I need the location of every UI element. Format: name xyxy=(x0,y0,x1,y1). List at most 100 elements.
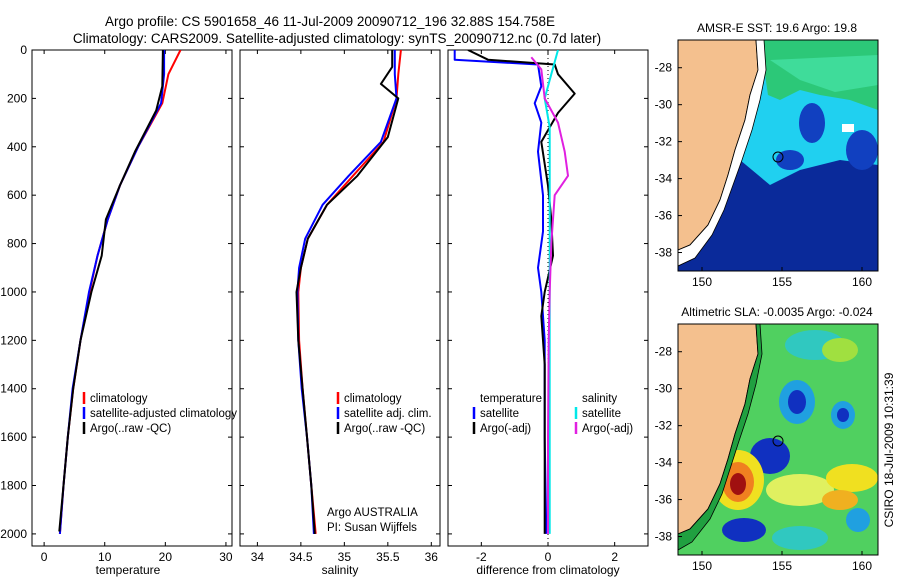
argo-position-marker xyxy=(772,151,784,163)
y-tick-label: 800 xyxy=(7,237,27,251)
salinity-x-axis: 34 34.5 35 35.5 36 xyxy=(240,49,440,564)
sla-high-3 xyxy=(766,474,834,506)
legend-label-temp-argo: Argo(-adj) xyxy=(480,423,531,435)
difference-legend: temperature satellite Argo(-adj) salinit… xyxy=(472,393,633,435)
map-x-tick-label: 160 xyxy=(852,559,872,573)
x-tick-label: 30 xyxy=(219,550,233,564)
x-tick-label: 34.5 xyxy=(289,550,313,564)
sla-map-frame xyxy=(677,323,879,556)
map-y-tick-label: -34 xyxy=(655,456,673,470)
sst-missing-data xyxy=(842,124,854,132)
sla-map-axes: 150 155 160 -28 -30 -32 -34 -36 -38 xyxy=(655,345,873,573)
series-line-salinity-satellite xyxy=(543,50,559,534)
map-x-tick-label: 150 xyxy=(692,559,712,573)
legend-label-climatology: climatology xyxy=(344,393,402,405)
temperature-xlabel: temperature xyxy=(96,563,161,577)
sla-map-title: Altimetric SLA: -0.0035 Argo: -0.024 xyxy=(681,305,873,319)
csiro-timestamp: CSIRO 18-Jul-2009 10:31:39 xyxy=(882,372,896,527)
map-y-tick-label: -38 xyxy=(655,530,673,544)
legend-label-climatology: climatology xyxy=(90,393,148,405)
sla-high-4 xyxy=(826,464,878,492)
salinity-legend: climatology satellite adj. clim. Argo(..… xyxy=(336,392,432,435)
series-line-temperature-argo-adj- xyxy=(467,50,576,534)
sla-shelf-mask xyxy=(678,324,763,551)
map-y-tick-label: -36 xyxy=(655,209,673,223)
salinity-xlabel: salinity xyxy=(322,563,359,577)
x-tick-label: 0 xyxy=(41,550,48,564)
y-tick-label: 0 xyxy=(20,43,27,57)
series-line-salinity-argo-adj- xyxy=(530,56,569,534)
map-y-tick-label: -32 xyxy=(655,419,673,433)
map-y-tick-label: -36 xyxy=(655,493,673,507)
legend-label-argo: Argo(..raw -QC) xyxy=(344,423,425,435)
y-tick-label: 1000 xyxy=(0,285,27,299)
legend-label-satellite: satellite adj. clim. xyxy=(344,408,432,420)
map-x-tick-label: 155 xyxy=(772,275,792,289)
sst-map: AMSR-E SST: 19.6 Argo: 19.8 150 155 160 -28… xyxy=(655,21,879,289)
map-y-tick-label: -30 xyxy=(655,382,673,396)
difference-lines xyxy=(453,50,576,534)
sla-feature-5 xyxy=(772,526,828,550)
map-y-tick-label: -38 xyxy=(655,246,673,260)
y-tick-label: 1600 xyxy=(0,430,27,444)
x-tick-label: 10 xyxy=(98,550,112,564)
x-tick-label: 0 xyxy=(545,550,552,564)
sla-field xyxy=(678,324,878,555)
sst-eddy-2 xyxy=(846,130,878,170)
difference-xlabel: difference from climatology xyxy=(476,563,619,577)
sla-low-4 xyxy=(722,518,766,542)
y-tick-label: 1800 xyxy=(0,479,27,493)
y-tick-label: 1400 xyxy=(0,382,27,396)
legend-label-satellite: satellite-adjusted climatology xyxy=(90,408,237,420)
depth-axis: 0 200 400 600 800 1000 1200 1400 1600 1800 2000 xyxy=(0,43,27,541)
y-tick-label: 400 xyxy=(7,140,27,154)
map-y-tick-label: -28 xyxy=(655,345,673,359)
map-x-tick-label: 160 xyxy=(852,275,872,289)
sst-map-frame xyxy=(677,39,879,272)
legend-heading-temperature: temperature xyxy=(480,393,542,405)
sst-shelf-mask xyxy=(678,40,767,267)
series-line-temperature-satellite xyxy=(453,50,548,534)
x-tick-label: 35.5 xyxy=(376,550,400,564)
legend-heading-salinity: salinity xyxy=(582,393,617,405)
argo-pi-label: PI: Susan Wijffels xyxy=(327,522,417,534)
sla-low-2 xyxy=(837,408,849,422)
difference-x-axis: -2 0 2 xyxy=(448,49,648,564)
y-tick-label: 200 xyxy=(7,91,27,105)
title-line-2: Climatology: CARS2009. Satellite-adjuste… xyxy=(73,31,601,46)
sla-low-1 xyxy=(788,390,806,414)
x-tick-label: 35 xyxy=(338,550,352,564)
legend-label-sal-argo: Argo(-adj) xyxy=(582,423,633,435)
legend-label-temp-satellite: satellite xyxy=(480,408,519,420)
x-tick-label: -2 xyxy=(476,550,487,564)
series-line-argo-raw-qc- xyxy=(295,50,400,534)
x-tick-label: 36 xyxy=(425,550,439,564)
salinity-panel: 34 34.5 35 35.5 36 salinity climatology sate… xyxy=(239,49,441,577)
sla-high-core xyxy=(730,473,746,495)
sla-high-5 xyxy=(822,490,858,510)
x-tick-label: 2 xyxy=(611,550,618,564)
sst-eddy-1 xyxy=(799,103,825,143)
salinity-lines xyxy=(295,50,402,534)
temperature-lines xyxy=(58,50,182,534)
legend-label-sal-satellite: satellite xyxy=(582,408,621,420)
x-tick-label: 34 xyxy=(251,550,265,564)
legend-label-argo: Argo(..raw -QC) xyxy=(90,423,171,435)
sst-light-green-region xyxy=(770,55,878,92)
map-y-tick-label: -30 xyxy=(655,98,673,112)
y-tick-label: 1200 xyxy=(0,333,27,347)
map-x-tick-label: 150 xyxy=(692,275,712,289)
y-tick-label: 600 xyxy=(7,188,27,202)
temperature-x-axis: 0 10 20 30 xyxy=(32,49,233,564)
argo-program-label: Argo AUSTRALIA xyxy=(327,507,418,519)
temperature-axes-box xyxy=(31,49,233,547)
y-tick-label: 2000 xyxy=(0,527,27,541)
x-tick-label: 20 xyxy=(159,550,173,564)
map-y-tick-label: -32 xyxy=(655,135,673,149)
temperature-panel: 0 200 400 600 800 1000 1200 1400 1600 1800 2000 0 1… xyxy=(0,43,237,577)
map-y-tick-label: -28 xyxy=(655,61,673,75)
sst-map-axes: 150 155 160 -28 -30 -32 -34 -36 -38 xyxy=(655,61,873,289)
sla-feature-6 xyxy=(846,508,870,532)
title-line-1: Argo profile: CS 5901658_46 11-Jul-2009 … xyxy=(105,14,555,29)
